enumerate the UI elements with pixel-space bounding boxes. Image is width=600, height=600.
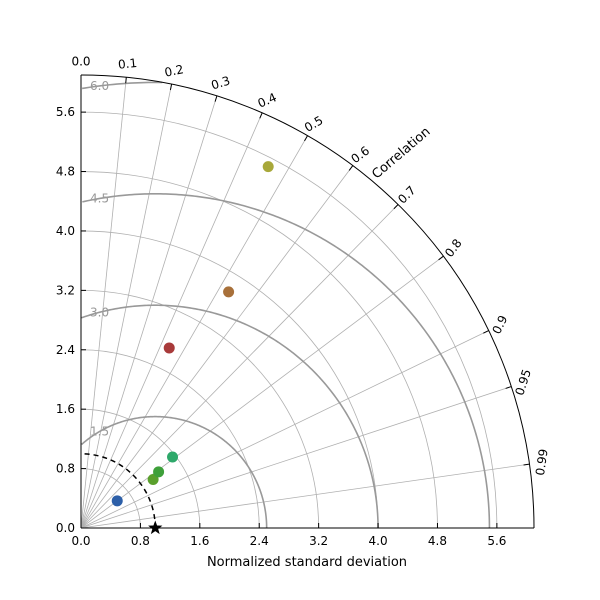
correlation-axis-label: Correlation [369,124,433,182]
correlation-grid-line [80,77,127,529]
x-tick-label: 4.0 [369,534,388,548]
x-tick-label: 5.6 [487,534,506,548]
correlation-grid-line [80,84,172,529]
data-point [163,342,175,354]
rmsd-contour [82,193,491,529]
rmsd-contour [81,304,379,529]
std-grid-circle [80,349,260,529]
correlation-grid-line [80,112,263,529]
rmsd-contour-label: 1.5 [90,425,109,439]
data-points [111,161,274,507]
correlation-tick [214,95,218,102]
x-tick-label: 0.8 [131,534,150,548]
y-tick-label: 5.6 [56,105,75,119]
correlation-grid-line [80,463,530,529]
correlation-tick [348,165,354,171]
std-grid-circle [80,408,201,529]
x-tick-label: 2.4 [250,534,269,548]
std-ticks: 0.00.0 0.8 0.8 1.6 1.6 2.4 2.4 3.2 3.2 4.0 4.0 4.8 4… [56,105,507,548]
correlation-tick [125,77,127,84]
data-point [111,495,123,507]
y-tick-label: 0.0 [56,521,75,535]
reference [148,520,163,535]
reference-std-circle [80,452,157,529]
data-point [153,466,165,478]
reference-star-marker [148,520,163,535]
rmsd-contour [81,81,163,90]
std-grid [80,111,498,529]
std-grid-circle [80,111,498,529]
rmsd-contour [81,415,268,529]
correlation-tick [505,386,512,389]
correlation-tick [304,135,308,142]
correlation-tick-label: 0.0 [71,55,90,69]
data-point [147,474,159,486]
y-tick-label: 1.6 [56,402,75,416]
correlation-tick [438,255,444,261]
std-grid-circle [80,289,320,529]
correlation-grid [80,77,530,529]
x-tick-label: 0.0 [71,534,90,548]
data-point [223,286,235,298]
x-tick-label: 3.2 [309,534,328,548]
std-grid-circle [80,230,379,529]
correlation-tick [393,204,399,210]
correlation-grid-line [80,204,399,529]
axes [80,74,535,529]
correlation-grid-line [80,95,218,529]
correlation-tick [523,463,530,466]
correlation-tick-label: 0.8 [442,236,465,260]
correlation-tick-label: 0.4 [256,90,279,110]
std-grid-circle [80,171,438,529]
correlation-ticks: 0.0 0.1 0.2 0.3 0.4 0.5 0.6 0.7 0.8 0.9 0.95 0.99 [71,55,550,477]
y-tick-label: 3.2 [56,283,75,297]
correlation-grid-line [80,165,354,529]
x-axis-label: Normalized standard deviation [207,555,407,570]
data-point [167,451,179,463]
correlation-grid-line [80,386,512,529]
correlation-tick-label: 0.99 [533,448,551,476]
x-tick-label: 1.6 [190,534,209,548]
std-grid-circle [80,468,141,529]
correlation-tick-label: 0.1 [117,56,137,72]
rmsd-contour-label: 3.0 [90,305,109,319]
y-tick-label: 4.0 [56,224,75,238]
correlation-tick-label: 0.95 [512,367,534,397]
correlation-tick [169,84,173,91]
y-tick-label: 4.8 [56,165,75,179]
y-tick-label: 2.4 [56,343,75,357]
rmsd-contour-label: 4.5 [90,191,109,205]
correlation-tick-label: 0.6 [348,143,372,166]
correlation-grid-line [80,255,444,529]
outer-arc [80,74,535,529]
correlation-tick-label: 0.9 [489,313,510,336]
correlation-tick [259,112,263,119]
rmsd-contour-label: 6.0 [90,79,109,93]
correlation-grid-line [80,330,489,529]
correlation-tick-label: 0.5 [302,113,326,135]
correlation-tick [483,330,489,334]
x-tick-label: 4.8 [428,534,447,548]
rmsd-contours: 1.5 3.0 4.5 6.0 [80,79,491,529]
correlation-tick-label: 0.3 [209,73,231,92]
correlation-grid-line [80,135,308,529]
correlation-tick-label: 0.2 [163,62,185,80]
y-tick-label: 0.8 [56,462,75,476]
data-point [262,161,274,173]
correlation-tick-label: 0.7 [395,183,418,206]
